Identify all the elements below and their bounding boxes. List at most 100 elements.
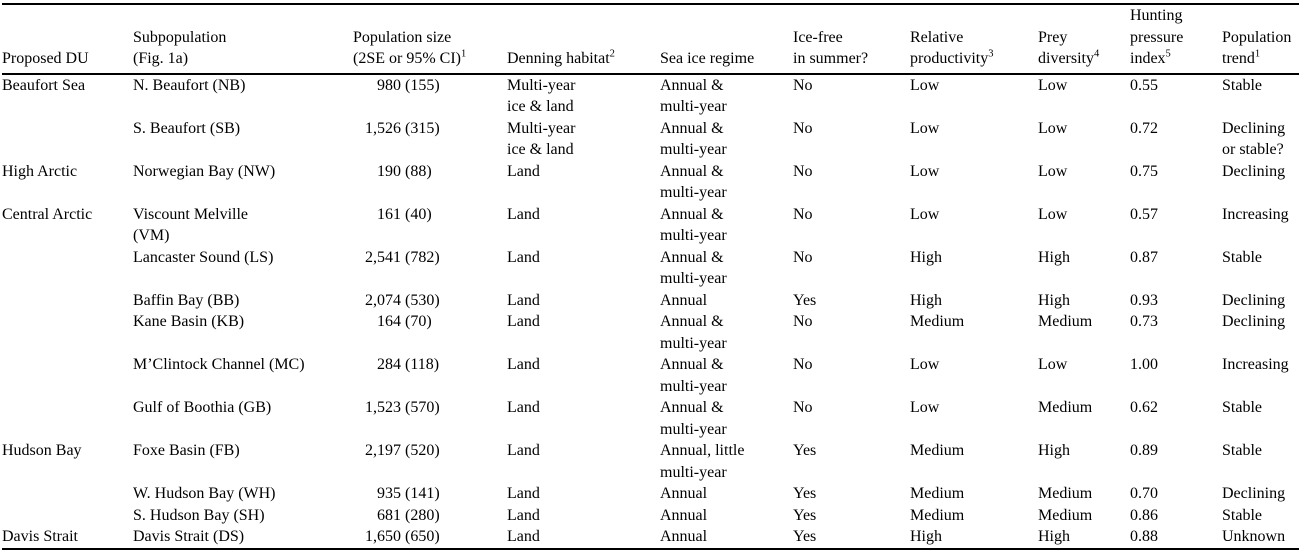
cell-ice-free-in-summer: No <box>793 248 813 266</box>
cell-prey-diversity: Medium <box>1038 313 1093 330</box>
cell-denning-habitat: Land <box>507 506 540 524</box>
cell-population-size: 190 (88) <box>353 161 507 204</box>
cell-hunting-pressure-index: 0.93 <box>1130 291 1158 309</box>
col-header-population-size: Population size (2SE or 95% CI)1 <box>353 4 507 74</box>
col-header-label: Hunting pressure index <box>1130 7 1184 67</box>
footnote-marker: 3 <box>988 48 994 60</box>
population-value: 161 <box>377 205 401 223</box>
cell-relative-productivity: Medium <box>910 313 965 330</box>
cell-ice-free-in-summer: No <box>793 76 813 94</box>
polar-bear-subpopulation-table: Proposed DU Subpopulation (Fig. 1a) Popu… <box>2 3 1299 550</box>
cell-hunting-pressure-index: 0.87 <box>1130 248 1158 266</box>
cell-relative-productivity: Low <box>910 399 940 416</box>
cell-population-size: 164 (70) <box>353 311 507 354</box>
cell-proposed-du: Beaufort Sea <box>2 76 86 94</box>
cell-population-trend: Declining or stable? <box>1222 119 1286 159</box>
table-row: W. Hudson Bay (WH) 935 (141) Land Annual Yes… <box>2 483 1299 505</box>
cell-prey-diversity: Medium <box>1038 399 1093 416</box>
table-header: Proposed DU Subpopulation (Fig. 1a) Popu… <box>2 4 1299 74</box>
col-header-proposed-du: Proposed DU <box>2 4 133 74</box>
cell-relative-productivity: Low <box>910 356 940 373</box>
cell-sea-ice-regime: Annual & multi-year <box>660 119 727 159</box>
col-header-sea-ice-regime: Sea ice regime <box>660 4 793 74</box>
cell-prey-diversity: Low <box>1038 356 1068 373</box>
cell-population-trend: Stable <box>1222 506 1262 524</box>
cell-denning-habitat: Land <box>507 205 540 223</box>
footnote-marker: 2 <box>609 48 615 60</box>
cell-proposed-du <box>2 397 133 440</box>
population-uncertainty: (520) <box>401 442 440 459</box>
cell-hunting-pressure-index: 0.73 <box>1130 313 1158 330</box>
cell-population-size: 161 (40) <box>353 204 507 247</box>
cell-prey-diversity: Medium <box>1038 485 1093 502</box>
col-header-label: Ice-free in summer? <box>793 28 869 68</box>
cell-hunting-pressure-index: 0.55 <box>1130 76 1158 94</box>
population-uncertainty: (530) <box>401 291 440 309</box>
population-value: 1,650 <box>365 528 401 545</box>
cell-ice-free-in-summer: Yes <box>793 506 817 524</box>
cell-proposed-du: High Arctic <box>2 162 78 180</box>
cell-prey-diversity: Low <box>1038 119 1068 137</box>
cell-prey-diversity: High <box>1038 291 1070 309</box>
cell-population-size: 2,541 (782) <box>353 247 507 290</box>
col-header-denning-habitat: Denning habitat2 <box>507 4 660 74</box>
cell-proposed-du <box>2 290 133 312</box>
cell-subpopulation: N. Beaufort (NB) <box>133 76 246 94</box>
cell-hunting-pressure-index: 1.00 <box>1130 356 1158 373</box>
cell-subpopulation: Norwegian Bay (NW) <box>133 162 276 180</box>
cell-prey-diversity: Low <box>1038 76 1068 94</box>
population-value: 2,197 <box>365 442 401 459</box>
cell-relative-productivity: Low <box>910 162 940 180</box>
cell-population-trend: Stable <box>1222 399 1262 416</box>
population-value: 935 <box>377 485 401 502</box>
cell-relative-productivity: Medium <box>910 485 965 502</box>
cell-prey-diversity: High <box>1038 442 1070 459</box>
cell-denning-habitat: Land <box>507 162 540 180</box>
cell-population-size: 1,523 (570) <box>353 397 507 440</box>
cell-population-size: 1,526 (315) <box>353 118 507 161</box>
col-header-hunting-pressure-index: Hunting pressure index5 <box>1130 4 1222 74</box>
cell-relative-productivity: Low <box>910 205 940 223</box>
population-value: 284 <box>377 356 401 373</box>
cell-denning-habitat: Land <box>507 399 540 416</box>
cell-population-trend: Unknown <box>1222 528 1286 545</box>
cell-population-trend: Declining <box>1222 485 1286 502</box>
cell-denning-habitat: Land <box>507 291 540 309</box>
col-header-label: Population size (2SE or 95% CI) <box>353 28 461 68</box>
cell-population-trend: Stable <box>1222 248 1262 266</box>
col-header-subpopulation: Subpopulation (Fig. 1a) <box>133 4 353 74</box>
cell-subpopulation: Viscount Melville (VM) <box>133 205 249 245</box>
cell-population-trend: Stable <box>1222 76 1262 94</box>
cell-denning-habitat: Land <box>507 356 540 373</box>
table-row: Central Arctic Viscount Melville (VM) 161 … <box>2 204 1299 247</box>
population-value: 1,526 <box>365 119 401 137</box>
cell-proposed-du <box>2 311 133 354</box>
cell-ice-free-in-summer: No <box>793 119 813 137</box>
cell-sea-ice-regime: Annual & multi-year <box>660 205 727 245</box>
table-row: M’Clintock Channel (MC) 284 (118) Land Annu… <box>2 354 1299 397</box>
cell-subpopulation: Kane Basin (KB) <box>133 313 245 330</box>
cell-prey-diversity: Low <box>1038 162 1068 180</box>
footnote-marker: 1 <box>1254 48 1261 60</box>
cell-proposed-du <box>2 118 133 161</box>
population-uncertainty: (782) <box>401 248 440 266</box>
table-row: Hudson Bay Foxe Basin (FB) 2,197 (520) Land… <box>2 440 1299 483</box>
population-uncertainty: (155) <box>401 76 440 94</box>
population-uncertainty: (570) <box>401 399 440 416</box>
col-header-label: Prey diversity <box>1038 28 1094 68</box>
table-row: Davis Strait Davis Strait (DS) 1,650 (650)… <box>2 526 1299 549</box>
footnote-marker: 1 <box>460 48 467 60</box>
cell-proposed-du <box>2 483 133 505</box>
cell-sea-ice-regime: Annual & multi-year <box>660 399 727 438</box>
cell-prey-diversity: High <box>1038 248 1070 266</box>
cell-relative-productivity: Medium <box>910 506 965 524</box>
cell-proposed-du <box>2 354 133 397</box>
table-row: Beaufort Sea N. Beaufort (NB) 980 (155) Mul… <box>2 74 1299 118</box>
cell-population-trend: Declining <box>1222 162 1286 180</box>
cell-proposed-du: Davis Strait <box>2 528 78 545</box>
cell-relative-productivity: Medium <box>910 442 965 459</box>
population-uncertainty: (40) <box>401 205 432 223</box>
population-uncertainty: (315) <box>401 119 440 137</box>
cell-ice-free-in-summer: No <box>793 205 813 223</box>
table-row: Baffin Bay (BB) 2,074 (530) Land Annual Yes H… <box>2 290 1299 312</box>
